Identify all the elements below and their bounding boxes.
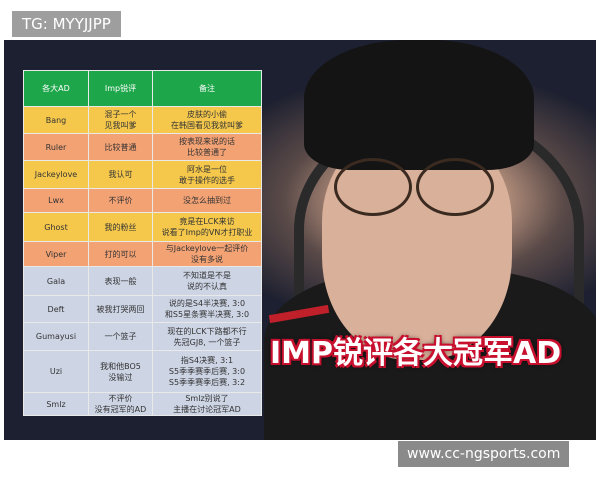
table-row: Jackeylove 我认可 阿水是一位 敢于操作的选手: [23, 160, 262, 189]
table-row: Smlz 不评价 没有冠军的AD Smlz别说了 主播在讨论冠军AD: [23, 392, 262, 416]
cell-name: Ghost: [23, 212, 89, 242]
cell-comment: 比较普通: [88, 133, 153, 161]
cell-note: 皮肤的小偷 在韩国看见我就叫爹: [152, 106, 262, 134]
cell-comment: 我的粉丝: [88, 212, 153, 242]
header-comment: Imp锐评: [88, 70, 153, 107]
cell-name: Viper: [23, 241, 89, 267]
cell-comment: 一个篮子: [88, 322, 153, 351]
cell-note: 说的是S4半决赛, 3:0 和S5星条赛半决赛, 3:0: [152, 295, 262, 323]
cell-note: 指S4决赛, 3:1 S5季季赛季后赛, 3:0 S5季季赛季后赛, 3:2: [152, 350, 262, 393]
cell-name: Smlz: [23, 392, 89, 416]
table-row: Ruler 比较普通 按表现来说的话 比较普通了: [23, 133, 262, 161]
header-note: 备注: [152, 70, 262, 107]
cell-name: Jackeylove: [23, 160, 89, 189]
site-url: www.cc-ngsports.com: [398, 441, 570, 467]
cell-name: Bang: [23, 106, 89, 134]
cell-comment: 被我打哭两回: [88, 295, 153, 323]
overlay-title: IMP锐评各大冠军AD: [270, 336, 562, 371]
cell-note: 阿水是一位 敢于操作的选手: [152, 160, 262, 189]
table-row: Deft 被我打哭两回 说的是S4半决赛, 3:0 和S5星条赛半决赛, 3:0: [23, 295, 262, 323]
header-ad: 各大AD: [23, 70, 89, 107]
cell-comment: 表现一般: [88, 266, 153, 296]
table-row: Bang 混子一个 见我叫爹 皮肤的小偷 在韩国看见我就叫爹: [23, 106, 262, 134]
cell-name: Lwx: [23, 188, 89, 213]
cell-note: 没怎么抽到过: [152, 188, 262, 213]
cell-name: Deft: [23, 295, 89, 323]
table-row: Gala 表现一般 不知道是不是 说的不认真: [23, 266, 262, 296]
cell-comment: 不评价: [88, 188, 153, 213]
cell-name: Gala: [23, 266, 89, 296]
table-row: Viper 打的可以 与Jackeylove一起评价 没有多说: [23, 241, 262, 267]
cell-note: 不知道是不是 说的不认真: [152, 266, 262, 296]
cell-note: 现在的LCK下路都不行 先冠GJ8, 一个篮子: [152, 322, 262, 351]
cell-comment: 打的可以: [88, 241, 153, 267]
cell-note: Smlz别说了 主播在讨论冠军AD: [152, 392, 262, 416]
cell-name: Gumayusi: [23, 322, 89, 351]
cell-name: Ruler: [23, 133, 89, 161]
cell-comment: 不评价 没有冠军的AD: [88, 392, 153, 416]
table-row: Gumayusi 一个篮子 现在的LCK下路都不行 先冠GJ8, 一个篮子: [23, 322, 262, 351]
glasses-left: [334, 158, 412, 216]
cell-comment: 我和他BO5 没输过: [88, 350, 153, 393]
cell-note: 竟是在LCK来访 说看了Imp的VN才打职业: [152, 212, 262, 242]
cell-name: Uzi: [23, 350, 89, 393]
table-row: Uzi 我和他BO5 没输过 指S4决赛, 3:1 S5季季赛季后赛, 3:0 S5…: [23, 350, 262, 393]
glasses-right: [416, 158, 494, 216]
ad-review-table: 各大AD Imp锐评 备注 Bang 混子一个 见我叫爹 皮肤的小偷 在韩国看见我就…: [23, 70, 262, 416]
cell-note: 按表现来说的话 比较普通了: [152, 133, 262, 161]
table-row: Lwx 不评价 没怎么抽到过: [23, 188, 262, 213]
player-hair: [304, 40, 534, 170]
cell-note: 与Jackeylove一起评价 没有多说: [152, 241, 262, 267]
table-row: Ghost 我的粉丝 竟是在LCK来访 说看了Imp的VN才打职业: [23, 212, 262, 242]
cell-comment: 混子一个 见我叫爹: [88, 106, 153, 134]
watermark: TG: MYYJJPP: [12, 11, 121, 37]
cell-comment: 我认可: [88, 160, 153, 189]
